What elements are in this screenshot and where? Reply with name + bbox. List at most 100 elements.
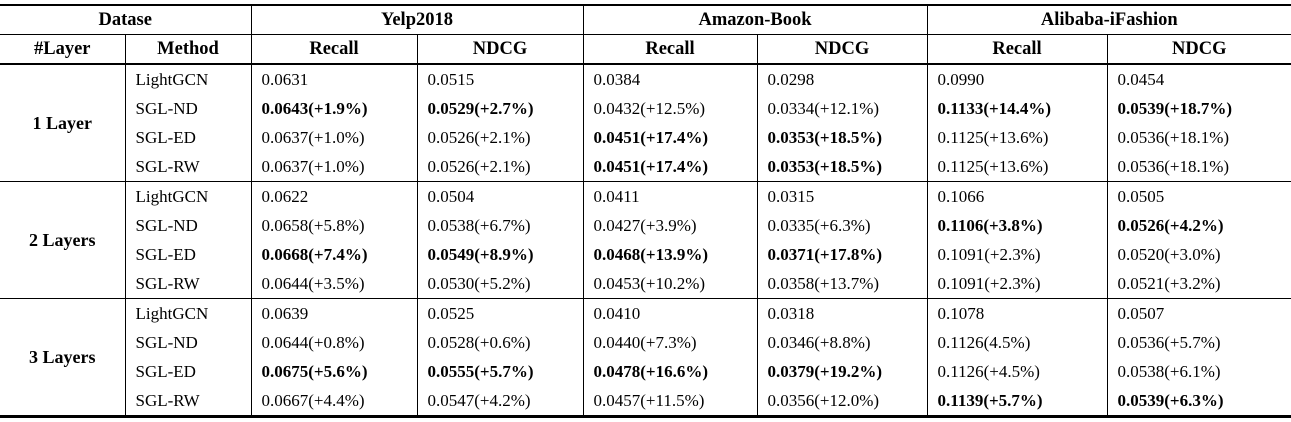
- table-row: SGL-ND 0.0658(+5.8%) 0.0538(+6.7%) 0.0427(+…: [0, 211, 1291, 240]
- value-cell: 0.0547(+4.2%): [416, 386, 584, 417]
- value-cell: 0.1126(+4.5%): [926, 357, 1108, 386]
- value-cell: 0.0451(+17.4%): [582, 123, 758, 152]
- value-cell: 0.1091(+2.3%): [926, 269, 1108, 299]
- value-cell: 0.0658(+5.8%): [250, 211, 417, 240]
- amazon-book-header-cell: Amazon-Book: [582, 5, 928, 35]
- value-cell: 0.1106(+3.8%): [926, 211, 1108, 240]
- metric-header-row: #Layer Method Recall NDCG Recall NDCG Re…: [0, 34, 1291, 65]
- value-cell: 0.0453(+10.2%): [582, 269, 758, 299]
- amazon-recall-column-header: Recall: [582, 34, 758, 65]
- method-cell: LightGCN: [124, 63, 251, 94]
- yelp-recall-column-header: Recall: [250, 34, 417, 65]
- value-cell: 0.0457(+11.5%): [582, 386, 758, 417]
- value-cell: 0.0549(+8.9%): [416, 240, 584, 269]
- dataset-group-header-row: Datase Yelp2018 Amazon-Book Alibaba-iFas…: [0, 5, 1291, 35]
- value-cell: 0.0432(+12.5%): [582, 94, 758, 123]
- value-cell: 0.1091(+2.3%): [926, 240, 1108, 269]
- table-row: SGL-ND 0.0644(+0.8%) 0.0528(+0.6%) 0.0440(+…: [0, 328, 1291, 357]
- value-cell: 0.0668(+7.4%): [250, 240, 417, 269]
- value-cell: 0.0356(+12.0%): [756, 386, 928, 417]
- value-cell: 0.0427(+3.9%): [582, 211, 758, 240]
- value-cell: 0.0631: [250, 63, 417, 94]
- value-cell: 0.0990: [926, 63, 1108, 94]
- value-cell: 0.0622: [250, 181, 417, 211]
- value-cell: 0.0358(+13.7%): [756, 269, 928, 299]
- value-cell: 0.0667(+4.4%): [250, 386, 417, 417]
- alibaba-ifashion-header-cell: Alibaba-iFashion: [926, 5, 1291, 35]
- value-cell: 0.0353(+18.5%): [756, 123, 928, 152]
- value-cell: 0.0539(+18.7%): [1106, 94, 1291, 123]
- value-cell: 0.0371(+17.8%): [756, 240, 928, 269]
- value-cell: 0.0525: [416, 298, 584, 328]
- value-cell: 0.0410: [582, 298, 758, 328]
- value-cell: 0.0639: [250, 298, 417, 328]
- value-cell: 0.0637(+1.0%): [250, 123, 417, 152]
- value-cell: 0.0536(+18.1%): [1106, 123, 1291, 152]
- value-cell: 0.0379(+19.2%): [756, 357, 928, 386]
- value-cell: 0.0526(+2.1%): [416, 152, 584, 182]
- value-cell: 0.0440(+7.3%): [582, 328, 758, 357]
- value-cell: 0.0505: [1106, 181, 1291, 211]
- value-cell: 0.0536(+5.7%): [1106, 328, 1291, 357]
- value-cell: 0.0644(+0.8%): [250, 328, 417, 357]
- method-cell: SGL-ED: [124, 357, 251, 386]
- value-cell: 0.0538(+6.1%): [1106, 357, 1291, 386]
- value-cell: 0.0526(+4.2%): [1106, 211, 1291, 240]
- method-cell: SGL-ND: [124, 211, 251, 240]
- value-cell: 0.0315: [756, 181, 928, 211]
- value-cell: 0.0538(+6.7%): [416, 211, 584, 240]
- method-column-header: Method: [124, 34, 251, 65]
- layer-span-cell: 3 Layers: [0, 298, 125, 417]
- value-cell: 0.0451(+17.4%): [582, 152, 758, 182]
- value-cell: 0.0530(+5.2%): [416, 269, 584, 299]
- value-cell: 0.0478(+16.6%): [582, 357, 758, 386]
- layer-column-header: #Layer: [0, 34, 125, 65]
- method-cell: LightGCN: [124, 181, 251, 211]
- value-cell: 0.1066: [926, 181, 1108, 211]
- value-cell: 0.0504: [416, 181, 584, 211]
- table-row: SGL-ED 0.0675(+5.6%) 0.0555(+5.7%) 0.0478(+…: [0, 357, 1291, 386]
- value-cell: 0.0334(+12.1%): [756, 94, 928, 123]
- method-cell: SGL-ED: [124, 240, 251, 269]
- value-cell: 0.0539(+6.3%): [1106, 386, 1291, 417]
- layer-span-cell: 1 Layer: [0, 63, 125, 182]
- table-row: SGL-RW 0.0644(+3.5%) 0.0530(+5.2%) 0.0453(+…: [0, 269, 1291, 299]
- method-cell: SGL-ED: [124, 123, 251, 152]
- value-cell: 0.0637(+1.0%): [250, 152, 417, 182]
- value-cell: 0.0536(+18.1%): [1106, 152, 1291, 182]
- table-row: SGL-ED 0.0637(+1.0%) 0.0526(+2.1%) 0.0451(+…: [0, 123, 1291, 152]
- value-cell: 0.0507: [1106, 298, 1291, 328]
- alibaba-ndcg-column-header: NDCG: [1106, 34, 1291, 65]
- value-cell: 0.0529(+2.7%): [416, 94, 584, 123]
- value-cell: 0.0298: [756, 63, 928, 94]
- value-cell: 0.1126(4.5%): [926, 328, 1108, 357]
- table-row: SGL-RW 0.0667(+4.4%) 0.0547(+4.2%) 0.0457(+…: [0, 386, 1291, 417]
- method-cell: SGL-ND: [124, 328, 251, 357]
- layer-span-cell: 2 Layers: [0, 181, 125, 299]
- value-cell: 0.0643(+1.9%): [250, 94, 417, 123]
- value-cell: 0.1139(+5.7%): [926, 386, 1108, 417]
- value-cell: 0.0454: [1106, 63, 1291, 94]
- value-cell: 0.0644(+3.5%): [250, 269, 417, 299]
- value-cell: 0.0555(+5.7%): [416, 357, 584, 386]
- value-cell: 0.1133(+14.4%): [926, 94, 1108, 123]
- table-row: 1 Layer LightGCN 0.0631 0.0515 0.0384 0.0298 0…: [0, 63, 1291, 182]
- value-cell: 0.1125(+13.6%): [926, 152, 1108, 182]
- value-cell: 0.0318: [756, 298, 928, 328]
- value-cell: 0.0526(+2.1%): [416, 123, 584, 152]
- value-cell: 0.0528(+0.6%): [416, 328, 584, 357]
- yelp-ndcg-column-header: NDCG: [416, 34, 584, 65]
- table-row: 2 Layers LightGCN 0.0622 0.0504 0.0411 0.0315…: [0, 181, 1291, 299]
- value-cell: 0.0384: [582, 63, 758, 94]
- table-row: SGL-ED 0.0668(+7.4%) 0.0549(+8.9%) 0.0468(+…: [0, 240, 1291, 269]
- method-cell: SGL-RW: [124, 386, 251, 417]
- table-row: SGL-ND 0.0643(+1.9%) 0.0529(+2.7%) 0.0432(+…: [0, 94, 1291, 123]
- dataset-header-cell: Datase: [0, 5, 251, 35]
- value-cell: 0.0346(+8.8%): [756, 328, 928, 357]
- value-cell: 0.0468(+13.9%): [582, 240, 758, 269]
- method-cell: SGL-RW: [124, 269, 251, 299]
- value-cell: 0.0520(+3.0%): [1106, 240, 1291, 269]
- value-cell: 0.0353(+18.5%): [756, 152, 928, 182]
- amazon-ndcg-column-header: NDCG: [756, 34, 928, 65]
